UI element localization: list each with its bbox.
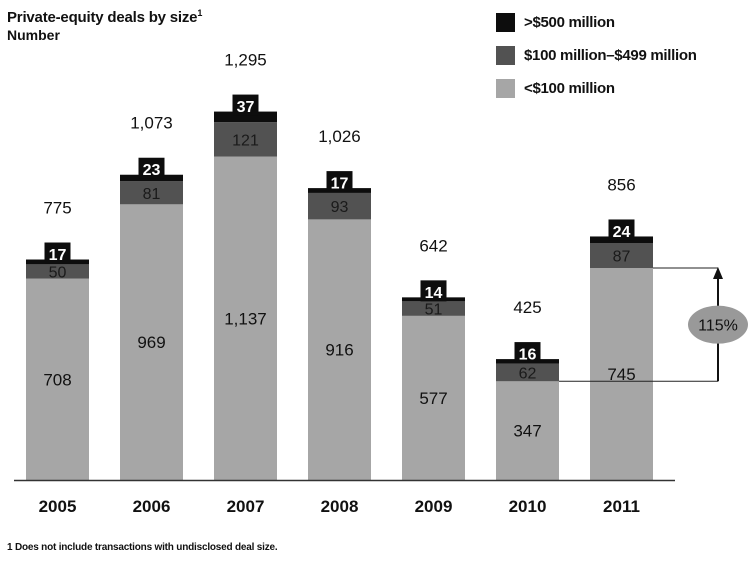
value-box-gt500-2005 (44, 242, 71, 264)
bar-lt100-2007 (214, 156, 277, 480)
value-label-mid-2006: 81 (143, 186, 161, 203)
value-label-mid-2009: 51 (425, 302, 443, 319)
legend-swatch-gt500 (496, 13, 515, 32)
bar-lt100-2010 (496, 381, 559, 480)
bar-mid-2005 (26, 264, 89, 279)
value-label-lt100-2008: 916 (325, 341, 353, 360)
value-label-gt500-2008: 17 (331, 176, 349, 193)
annotation-badge (688, 305, 748, 344)
value-label-mid-2011: 87 (613, 249, 631, 266)
value-label-lt100-2005: 708 (43, 370, 71, 389)
total-label-2011: 856 (607, 175, 635, 194)
bar-mid-2006 (120, 181, 183, 205)
total-label-2007: 1,295 (224, 51, 267, 70)
chart-title-text: Private-equity deals by size (7, 9, 198, 26)
x-tick-label-2010: 2010 (509, 497, 547, 516)
footnote: 1 Does not include transactions with und… (7, 542, 278, 553)
value-label-gt500-2010: 16 (519, 347, 537, 364)
chart-title: Private-equity deals by size1 (7, 8, 202, 26)
value-label-lt100-2011: 745 (607, 365, 635, 384)
value-label-mid-2005: 50 (49, 264, 67, 281)
total-label-2005: 775 (43, 199, 71, 218)
value-box-gt500-2006 (138, 157, 165, 179)
total-label-2010: 425 (513, 298, 541, 317)
value-label-gt500-2009: 14 (425, 285, 443, 302)
bar-lt100-2011 (590, 268, 653, 480)
x-tick-label-2011: 2011 (603, 497, 640, 516)
annotation-arrow-head (713, 267, 723, 280)
value-label-gt500-2011: 24 (613, 224, 631, 241)
value-label-lt100-2006: 969 (137, 333, 165, 352)
bar-gt500-2007 (214, 111, 277, 123)
total-label-2008: 1,026 (318, 127, 361, 146)
value-box-gt500-2007 (232, 94, 259, 116)
value-label-gt500-2007: 37 (237, 99, 255, 116)
x-tick-label-2007: 2007 (227, 497, 265, 516)
bar-mid-2009 (402, 301, 465, 316)
value-box-gt500-2008 (326, 171, 353, 193)
value-box-gt500-2009 (420, 280, 447, 302)
annotation-badge-label: 115% (698, 318, 738, 335)
value-label-gt500-2006: 23 (143, 162, 161, 179)
value-label-mid-2008: 93 (331, 199, 349, 216)
x-tick-label-2006: 2006 (133, 497, 171, 516)
value-label-lt100-2007: 1,137 (224, 309, 267, 328)
value-label-gt500-2005: 17 (49, 247, 67, 264)
legend-item-mid: $100 million–$499 million (496, 39, 697, 72)
legend: >$500 million $100 million–$499 million … (496, 6, 697, 105)
value-label-mid-2010: 62 (519, 365, 537, 382)
title-footnote-mark: 1 (197, 8, 203, 18)
stacked-bar-chart: 7085017775200596981231,07320061,13712137… (14, 51, 748, 516)
legend-item-gt500: >$500 million (496, 6, 697, 39)
legend-label-lt100: <$100 million (524, 80, 615, 97)
value-label-mid-2007: 121 (232, 132, 259, 149)
value-box-gt500-2011 (608, 219, 635, 241)
chart-subtitle: Number (7, 27, 60, 43)
legend-swatch-lt100 (496, 79, 515, 98)
value-box-gt500-2010 (514, 342, 541, 364)
value-label-lt100-2009: 577 (419, 389, 447, 408)
total-label-2006: 1,073 (130, 114, 173, 133)
x-tick-label-2009: 2009 (415, 497, 453, 516)
bar-lt100-2005 (26, 278, 89, 480)
x-tick-label-2005: 2005 (39, 497, 77, 516)
legend-label-mid: $100 million–$499 million (524, 47, 697, 64)
bar-lt100-2008 (308, 219, 371, 480)
total-label-2009: 642 (419, 236, 447, 255)
bar-mid-2010 (496, 363, 559, 382)
legend-item-lt100: <$100 million (496, 72, 697, 105)
bar-lt100-2009 (402, 315, 465, 480)
legend-label-gt500: >$500 million (524, 14, 615, 31)
bar-lt100-2006 (120, 204, 183, 480)
bar-mid-2011 (590, 243, 653, 269)
bar-mid-2007 (214, 122, 277, 157)
x-tick-label-2008: 2008 (321, 497, 359, 516)
value-label-lt100-2010: 347 (513, 422, 541, 441)
bar-mid-2008 (308, 192, 371, 220)
legend-swatch-mid (496, 46, 515, 65)
